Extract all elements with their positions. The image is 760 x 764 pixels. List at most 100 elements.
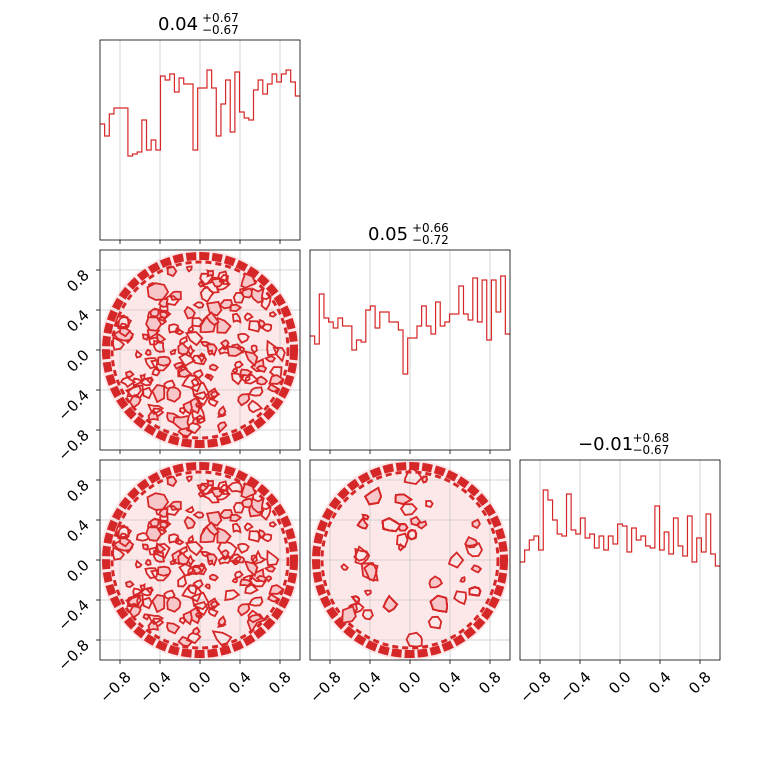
x-tick-label: 0.8 (475, 668, 505, 698)
contour-blob (144, 357, 159, 370)
contour-blob (237, 393, 251, 407)
contour-blob (453, 590, 467, 606)
contour-blob (471, 518, 481, 530)
contour-blob (247, 386, 264, 397)
contour-blob (200, 486, 220, 504)
contour-blob (158, 309, 172, 319)
contour-blob (193, 601, 209, 617)
contour-blob (229, 513, 243, 523)
histogram-panel-3 (519, 459, 721, 661)
contour-blob (248, 320, 262, 333)
contour-blob (149, 308, 160, 318)
contour-blob (142, 613, 151, 621)
contour-blob (128, 394, 142, 409)
contour-blob (447, 551, 465, 569)
contour-blob (382, 594, 399, 613)
y-tick-label: 0.4 (63, 306, 93, 336)
contour-blob (183, 515, 196, 530)
contour-blob (243, 350, 259, 368)
contour-blob (231, 578, 238, 584)
contour-blob (243, 312, 254, 322)
contour-blob (166, 386, 182, 403)
title-plus-error: +0.66 (412, 221, 449, 235)
contour-blob (192, 301, 205, 309)
contour-blob (208, 363, 219, 372)
contour-blob (232, 312, 242, 324)
contour-blob (255, 575, 268, 583)
contour-blob (168, 323, 180, 334)
contour-blob (124, 580, 135, 589)
contour-blob (145, 526, 163, 542)
y-tick-label: −0.8 (54, 426, 92, 464)
contour-blob (139, 586, 153, 597)
contour-blob (209, 390, 221, 398)
x-tick-label: 0.0 (395, 668, 425, 698)
contour-panel-3 (309, 459, 511, 661)
contour-blob (234, 555, 246, 564)
contour-blob (363, 589, 372, 597)
contour-blob (427, 615, 443, 630)
contour-blob (269, 311, 278, 318)
contour-blob (191, 317, 205, 328)
contour-blob (153, 339, 165, 353)
contour-blob (112, 546, 126, 561)
histogram-title-1: 0.04 +0.67−0.67 (158, 11, 239, 37)
histogram-title-3: −0.01 +0.68−0.67 (578, 431, 669, 457)
contour-blob (153, 542, 171, 559)
x-tick-label: −0.4 (346, 668, 384, 706)
contour-blob (158, 297, 169, 308)
title-value: −0.01 (578, 434, 633, 455)
contour-blob (206, 374, 214, 382)
contour-blob (247, 609, 264, 624)
contour-blob (268, 374, 285, 385)
contour-blob (207, 607, 219, 618)
contour-blob (187, 534, 195, 543)
x-tick-label: 0.4 (225, 668, 255, 698)
contour-blob (243, 560, 259, 578)
contour-blob (255, 365, 268, 373)
contour-blob (250, 344, 259, 354)
contour-layer-2 (100, 460, 300, 660)
contour-blob (197, 404, 204, 410)
histogram-step-2 (310, 275, 510, 375)
contour-blob (268, 584, 285, 595)
contour-blob (191, 354, 208, 366)
contour-blob (459, 576, 466, 583)
contour-blob (269, 521, 278, 528)
contour-blob (406, 529, 418, 541)
contour-blob (182, 400, 193, 416)
contour-blob (207, 559, 214, 566)
title-value: 0.05 (368, 224, 408, 245)
contour-blob (237, 603, 251, 617)
contour-blob (192, 626, 201, 636)
contour-blob (425, 500, 434, 509)
contour-blob (464, 542, 484, 558)
contour-panel-2 (99, 459, 301, 661)
contour-blob (266, 549, 280, 567)
outer-contour-ring (102, 462, 298, 658)
x-tick-label: 0.0 (605, 668, 635, 698)
contour-blob (361, 513, 370, 521)
contour-blob (183, 305, 196, 320)
x-tick-label: 0.4 (435, 668, 465, 698)
contour-blob (142, 386, 153, 400)
contour-blob (341, 605, 357, 624)
contour-blob (340, 563, 350, 571)
contour-blob (187, 324, 195, 333)
contour-blob (168, 290, 182, 301)
contour-blob (181, 374, 203, 393)
contour-blob (185, 265, 193, 273)
contour-blob (178, 545, 189, 557)
contour-blob (166, 622, 181, 635)
contour-blob (207, 397, 219, 408)
contour-blob (417, 520, 428, 530)
contour-blob (153, 549, 165, 563)
contour-blob (146, 492, 170, 511)
contour-blob (148, 546, 161, 556)
contour-blob (232, 291, 245, 304)
contour-blob (237, 332, 250, 344)
y-tick-label: 0.4 (63, 516, 93, 546)
contour-blob (395, 532, 409, 549)
contour-blob (173, 361, 186, 370)
histogram-step-3 (520, 489, 720, 567)
